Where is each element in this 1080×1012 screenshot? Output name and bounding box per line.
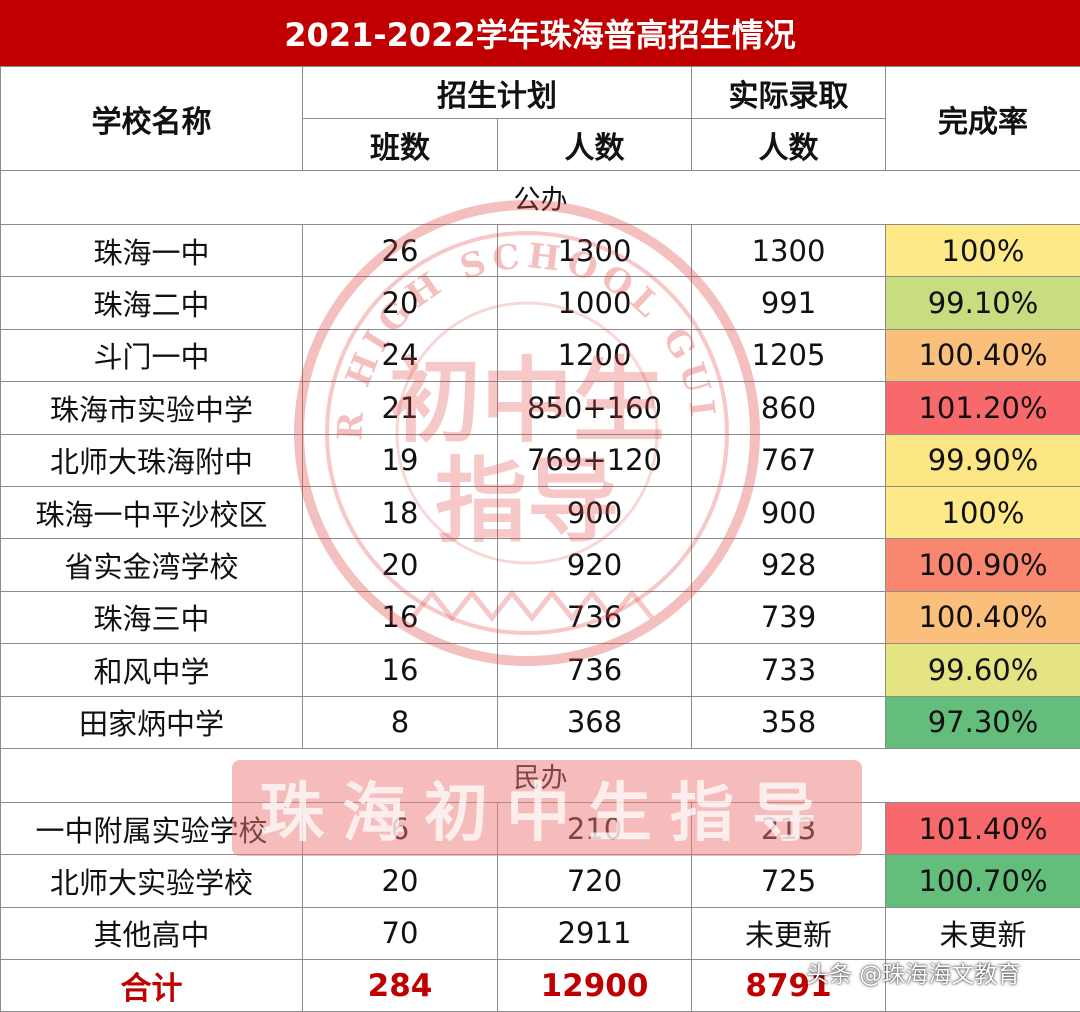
table-title: 2021-2022学年珠海普高招生情况 — [0, 0, 1080, 66]
plan-people-cell: 920 — [498, 539, 692, 591]
school-name-cell: 一中附属实验学校 — [1, 802, 303, 854]
section-label: 公办 — [1, 171, 1080, 225]
classes-cell: 21 — [303, 382, 498, 434]
completion-rate-cell: 99.90% — [886, 434, 1080, 486]
school-name-cell: 北师大实验学校 — [1, 855, 303, 907]
actual-people-cell: 739 — [692, 591, 886, 643]
completion-rate-cell: 100.40% — [886, 329, 1080, 381]
header-rate: 完成率 — [886, 67, 1080, 171]
actual-people-cell: 1205 — [692, 329, 886, 381]
actual-people-cell: 928 — [692, 539, 886, 591]
header-actual-people: 人数 — [692, 119, 886, 171]
classes-cell: 20 — [303, 539, 498, 591]
classes-cell: 16 — [303, 644, 498, 696]
school-name-cell: 珠海市实验中学 — [1, 382, 303, 434]
completion-rate-cell: 100.70% — [886, 855, 1080, 907]
actual-people-cell: 213 — [692, 802, 886, 854]
actual-people-cell: 未更新 — [692, 907, 886, 959]
school-name-cell: 斗门一中 — [1, 329, 303, 381]
header-plan: 招生计划 — [303, 67, 692, 119]
total-classes: 284 — [303, 960, 498, 1012]
school-name-cell: 田家炳中学 — [1, 696, 303, 748]
header-plan-people: 人数 — [498, 119, 692, 171]
classes-cell: 20 — [303, 277, 498, 329]
plan-people-cell: 1000 — [498, 277, 692, 329]
section-row-public: 公办 — [1, 171, 1080, 225]
plan-people-cell: 720 — [498, 855, 692, 907]
completion-rate-cell: 100% — [886, 225, 1080, 277]
actual-people-cell: 725 — [692, 855, 886, 907]
classes-cell: 70 — [303, 907, 498, 959]
completion-rate-cell: 101.40% — [886, 802, 1080, 854]
plan-people-cell: 736 — [498, 591, 692, 643]
header-school-name: 学校名称 — [1, 67, 303, 171]
header-actual: 实际录取 — [692, 67, 886, 119]
classes-cell: 19 — [303, 434, 498, 486]
classes-cell: 6 — [303, 802, 498, 854]
actual-people-cell: 860 — [692, 382, 886, 434]
plan-people-cell: 1200 — [498, 329, 692, 381]
total-label: 合计 — [1, 960, 303, 1012]
plan-people-cell: 769+120 — [498, 434, 692, 486]
plan-people-cell: 900 — [498, 486, 692, 538]
total-rate — [886, 960, 1080, 1012]
plan-people-cell: 210 — [498, 802, 692, 854]
completion-rate-cell: 100.90% — [886, 539, 1080, 591]
header-classes: 班数 — [303, 119, 498, 171]
classes-cell: 24 — [303, 329, 498, 381]
classes-cell: 8 — [303, 696, 498, 748]
total-row: 合计 284 12900 8791 — [1, 960, 1080, 1012]
school-name-cell: 北师大珠海附中 — [1, 434, 303, 486]
actual-people-cell: 733 — [692, 644, 886, 696]
school-name-cell: 珠海一中平沙校区 — [1, 486, 303, 538]
classes-cell: 16 — [303, 591, 498, 643]
total-plan: 12900 — [498, 960, 692, 1012]
school-name-cell: 珠海一中 — [1, 225, 303, 277]
plan-people-cell: 1300 — [498, 225, 692, 277]
section-row-private: 民办 — [1, 748, 1080, 802]
actual-people-cell: 358 — [692, 696, 886, 748]
school-name-cell: 省实金湾学校 — [1, 539, 303, 591]
total-actual: 8791 — [692, 960, 886, 1012]
actual-people-cell: 767 — [692, 434, 886, 486]
classes-cell: 26 — [303, 225, 498, 277]
completion-rate-cell: 99.10% — [886, 277, 1080, 329]
actual-people-cell: 991 — [692, 277, 886, 329]
plan-people-cell: 2911 — [498, 907, 692, 959]
completion-rate-cell: 100.40% — [886, 591, 1080, 643]
classes-cell: 20 — [303, 855, 498, 907]
school-name-cell: 珠海三中 — [1, 591, 303, 643]
completion-rate-cell: 99.60% — [886, 644, 1080, 696]
plan-people-cell: 368 — [498, 696, 692, 748]
actual-people-cell: 900 — [692, 486, 886, 538]
completion-rate-cell: 100% — [886, 486, 1080, 538]
plan-people-cell: 850+160 — [498, 382, 692, 434]
completion-rate-cell: 未更新 — [886, 907, 1080, 959]
classes-cell: 18 — [303, 486, 498, 538]
school-name-cell: 珠海二中 — [1, 277, 303, 329]
plan-people-cell: 736 — [498, 644, 692, 696]
school-name-cell: 和风中学 — [1, 644, 303, 696]
completion-rate-cell: 101.20% — [886, 382, 1080, 434]
section-label: 民办 — [1, 748, 1080, 802]
school-name-cell: 其他高中 — [1, 907, 303, 959]
completion-rate-cell: 97.30% — [886, 696, 1080, 748]
actual-people-cell: 1300 — [692, 225, 886, 277]
